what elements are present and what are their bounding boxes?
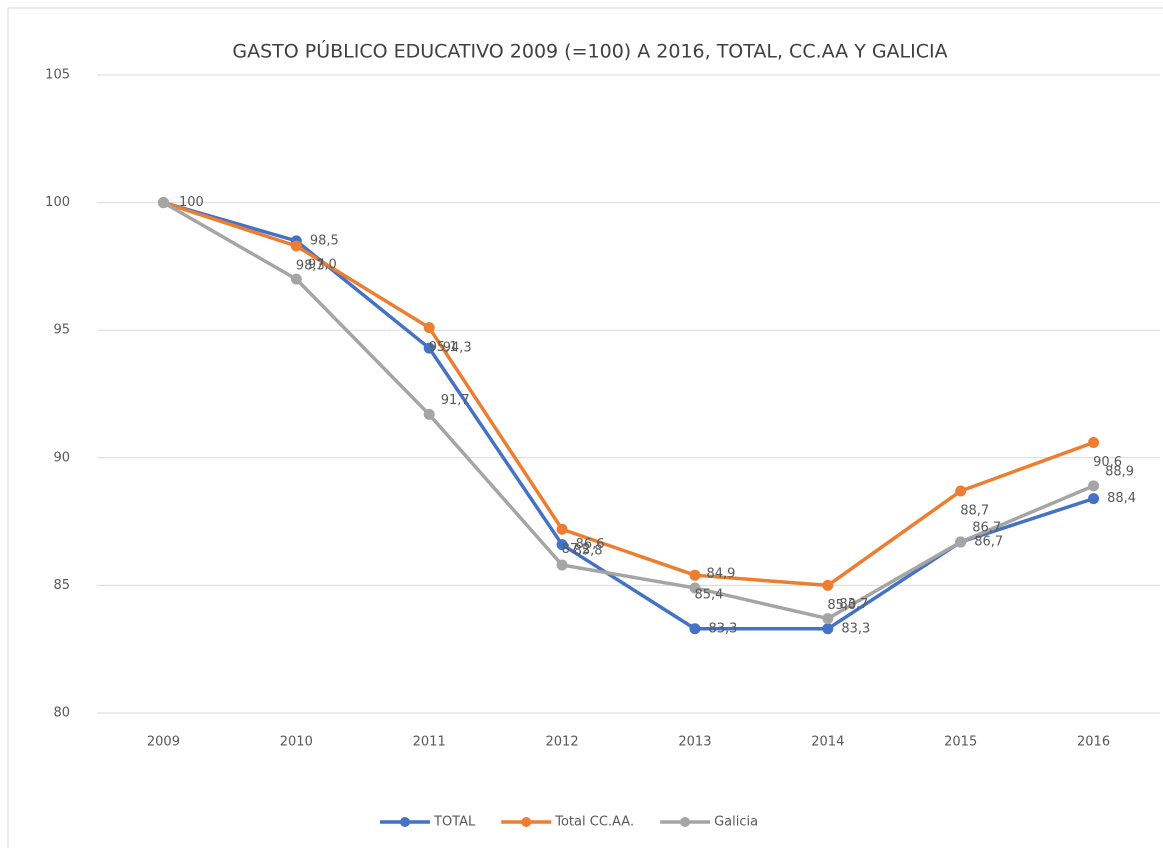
data-label: 88,4 [1107, 491, 1136, 506]
data-label: 88,7 [960, 503, 989, 518]
data-label: 86,7 [974, 535, 1003, 550]
legend-marker [400, 817, 410, 827]
y-tick-label: 95 [53, 323, 70, 338]
data-point [423, 408, 435, 420]
legend-label: Galicia [714, 815, 758, 830]
data-point [822, 623, 834, 635]
data-label: 85,0 [827, 598, 856, 613]
y-tick-label: 85 [53, 578, 70, 593]
data-point [689, 623, 701, 635]
data-label: 84,9 [706, 566, 735, 581]
data-label: 95,1 [429, 340, 458, 355]
x-tick-label: 2011 [413, 735, 446, 750]
data-label: 98,3 [296, 258, 325, 273]
data-label: 86,7 [972, 521, 1001, 536]
chart-frame [7, 7, 1163, 848]
x-tick-label: 2012 [546, 735, 579, 750]
x-tick-label: 2014 [811, 735, 844, 750]
x-tick-label: 2015 [944, 735, 977, 750]
data-label: 98,5 [310, 233, 339, 248]
data-point [423, 342, 435, 354]
data-label: 83,3 [841, 621, 870, 636]
data-label: 88,9 [1105, 464, 1134, 479]
y-tick-label: 80 [53, 706, 70, 721]
data-label: 86,6 [576, 537, 605, 552]
data-label: 94,3 [443, 341, 472, 356]
data-label: 100 [179, 195, 204, 210]
data-point [290, 240, 302, 252]
x-tick-label: 2013 [678, 735, 711, 750]
legend-marker [680, 817, 691, 827]
data-point [290, 273, 302, 285]
y-tick-label: 90 [53, 450, 70, 465]
legend-label: Total CC.AA. [554, 815, 634, 830]
data-point [1088, 493, 1100, 505]
data-point [689, 582, 701, 594]
data-label: 97,0 [308, 258, 337, 273]
data-point [157, 197, 169, 209]
data-point [556, 559, 568, 571]
data-label: 87,2 [562, 542, 591, 557]
data-point [556, 523, 568, 535]
data-label: 91,7 [441, 393, 470, 408]
data-label: 90,6 [1093, 455, 1122, 470]
data-point [955, 536, 967, 548]
y-tick-label: 105 [45, 68, 70, 83]
chart-title: GASTO PÚBLICO EDUCATIVO 2009 (=100) A 20… [232, 39, 947, 63]
data-point [822, 613, 834, 625]
data-point [556, 539, 568, 551]
series-line [162, 201, 1095, 621]
data-point [689, 569, 701, 581]
data-label: 85,4 [694, 588, 723, 603]
data-point [1088, 436, 1100, 448]
data-point [955, 485, 967, 497]
x-tick-label: 2010 [280, 735, 313, 750]
data-label: 83,3 [708, 621, 737, 636]
x-tick-label: 2016 [1077, 735, 1110, 750]
data-point [822, 579, 834, 591]
legend-marker [521, 817, 532, 827]
data-point [1088, 480, 1100, 492]
data-point [423, 322, 435, 334]
y-tick-label: 100 [45, 195, 70, 210]
x-tick-label: 2009 [147, 735, 180, 750]
data-label: 83,7 [839, 597, 868, 612]
data-label: 85,8 [574, 543, 603, 558]
series-line [162, 200, 1095, 588]
legend-label: TOTAL [433, 815, 476, 830]
